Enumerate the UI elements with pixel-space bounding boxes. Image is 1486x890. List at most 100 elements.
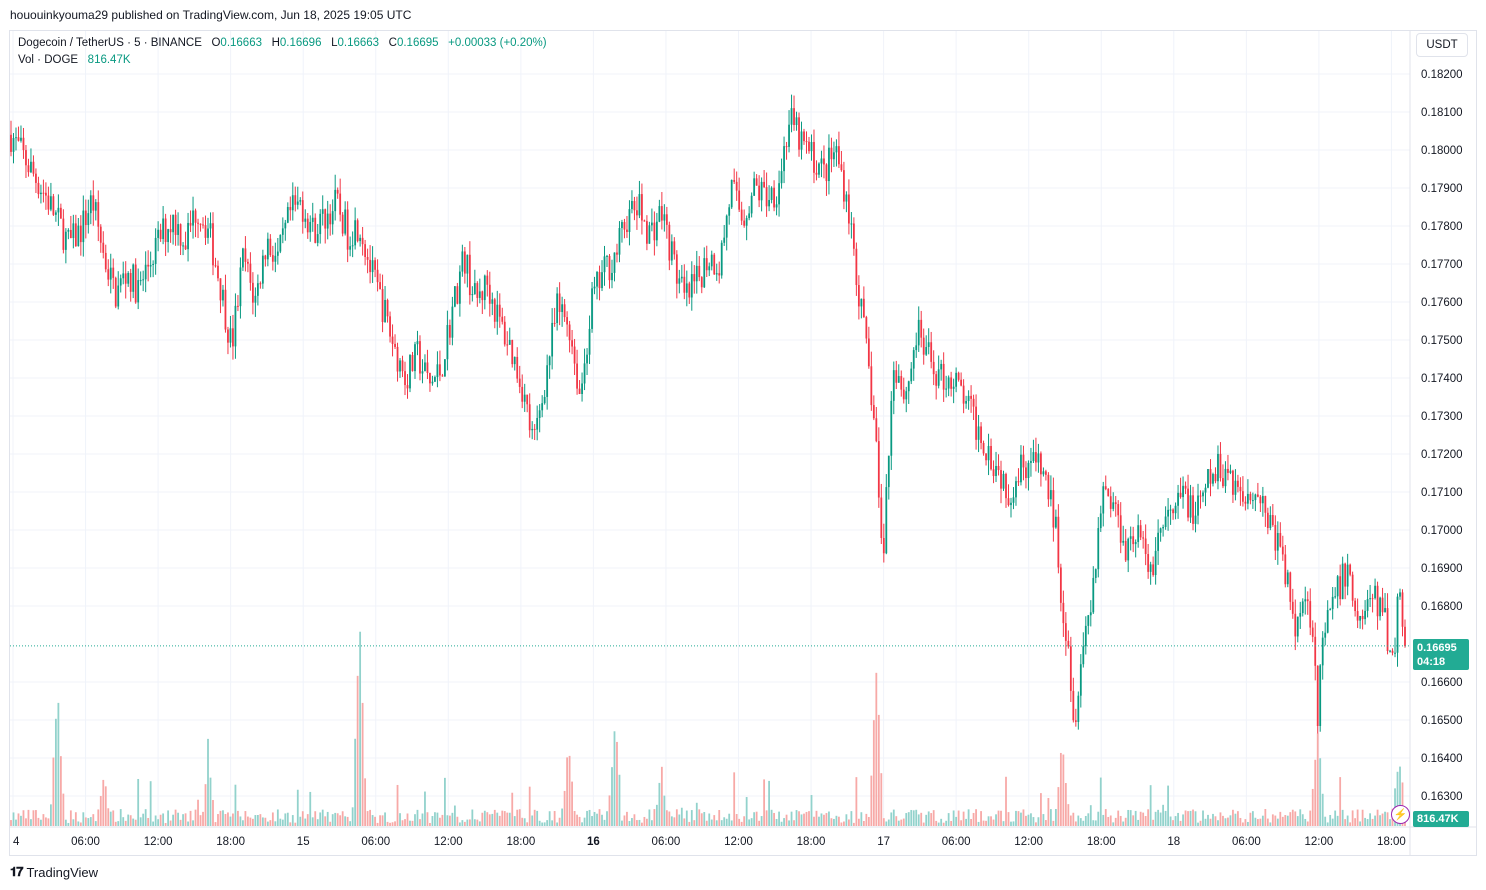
volume-bar [1072,812,1075,826]
candle-body [1384,608,1386,613]
volume-bar [673,817,676,826]
candle-body [1042,471,1045,475]
volume-bar [222,810,224,826]
volume-bar [703,812,706,826]
price-tick-label: 0.16500 [1421,715,1463,727]
candle-body [521,386,524,402]
volume-bar [419,819,421,826]
candle-body [374,260,376,270]
candle-body [1314,636,1317,666]
candle-body [770,187,773,200]
time-tick-label: 06:00 [71,836,100,848]
candle-body [952,386,955,389]
volume-bar [1022,809,1025,826]
candle-body [491,299,494,304]
candle-body [434,377,436,382]
candle-body [102,242,105,253]
volume-bar [576,814,578,826]
volume-bar [708,813,711,826]
candle-body [87,213,90,226]
volume-bar [152,821,155,826]
candle-body [349,246,352,250]
symbol-title[interactable]: Dogecoin / TetherUS · 5 · BINANCE [18,37,202,49]
volume-bar [1301,814,1304,826]
candle-body [1049,490,1052,500]
candle-body [872,405,875,419]
candle-body [1351,574,1354,601]
candle-body [673,241,676,255]
candle-body [531,428,534,431]
candle-body [249,263,252,283]
candle-body [1356,611,1359,621]
candle-body [478,291,481,298]
volume-bar [172,814,174,826]
volume-bar [17,813,20,826]
candle-body [324,209,327,229]
candle-body [755,178,758,186]
volume-bar [369,809,371,826]
volume-bar [1177,812,1179,826]
candle-body [1399,592,1401,597]
volume-bar [1154,811,1157,826]
candle-body [750,195,753,214]
volume-bar [1102,814,1105,826]
candle-body [563,304,566,318]
candle-body [1194,515,1197,524]
candle-body [616,252,618,255]
candle-body [104,252,107,270]
candle-body [346,209,349,250]
footer-brand[interactable]: 𝟏𝟕 TradingView [10,864,98,880]
volume-bar [381,815,384,826]
lightning-icon[interactable]: ⚡ [1391,805,1410,824]
volume-bar [493,809,496,826]
last-price-badge: 0.16695 04:18 [1413,639,1469,670]
volume-bar [947,813,950,826]
candle-body [1189,495,1192,518]
volume-bar [503,811,506,826]
candle-body [650,222,653,226]
candle-body [1159,528,1162,533]
candle-body [862,298,865,318]
volume-bar [932,810,935,826]
candle-body [1112,502,1115,509]
candle-body [753,178,756,196]
volume-bar [142,813,145,826]
volume-bar [299,816,302,826]
candle-body [451,306,454,338]
candle-body [603,256,606,273]
candle-body [1032,452,1035,462]
candle-body [655,221,658,241]
volume-bar [1094,820,1097,826]
candle-body [660,206,663,221]
volume-bar [1162,804,1165,826]
volume-bar [361,702,364,826]
volume-bar [189,810,192,826]
volume-bar [798,811,800,826]
volume-bar [1214,816,1217,826]
volume-bar [626,811,628,826]
candle-body [905,391,908,400]
volume-bar [538,820,541,826]
candle-body [626,229,628,233]
volume-legend-label[interactable]: Vol · DOGE [18,54,79,66]
volume-bar [1139,811,1142,826]
volume-bar [37,817,40,826]
candle-body [675,254,678,284]
candle-body [1227,468,1229,473]
candle-body [1396,596,1399,653]
currency-unit-button[interactable]: USDT [1416,33,1468,57]
candle-body [975,406,977,440]
volume-bar [87,818,90,826]
candle-body [266,238,269,260]
volume-bar [1144,816,1147,826]
volume-bar [47,818,50,826]
candle-body [795,117,798,126]
candle-body [1167,509,1169,517]
candle-body [653,222,656,241]
volume-bar [466,819,469,826]
candle-body [763,181,766,188]
volume-bar [404,819,406,826]
volume-bar [670,816,673,826]
candle-body [798,117,800,150]
